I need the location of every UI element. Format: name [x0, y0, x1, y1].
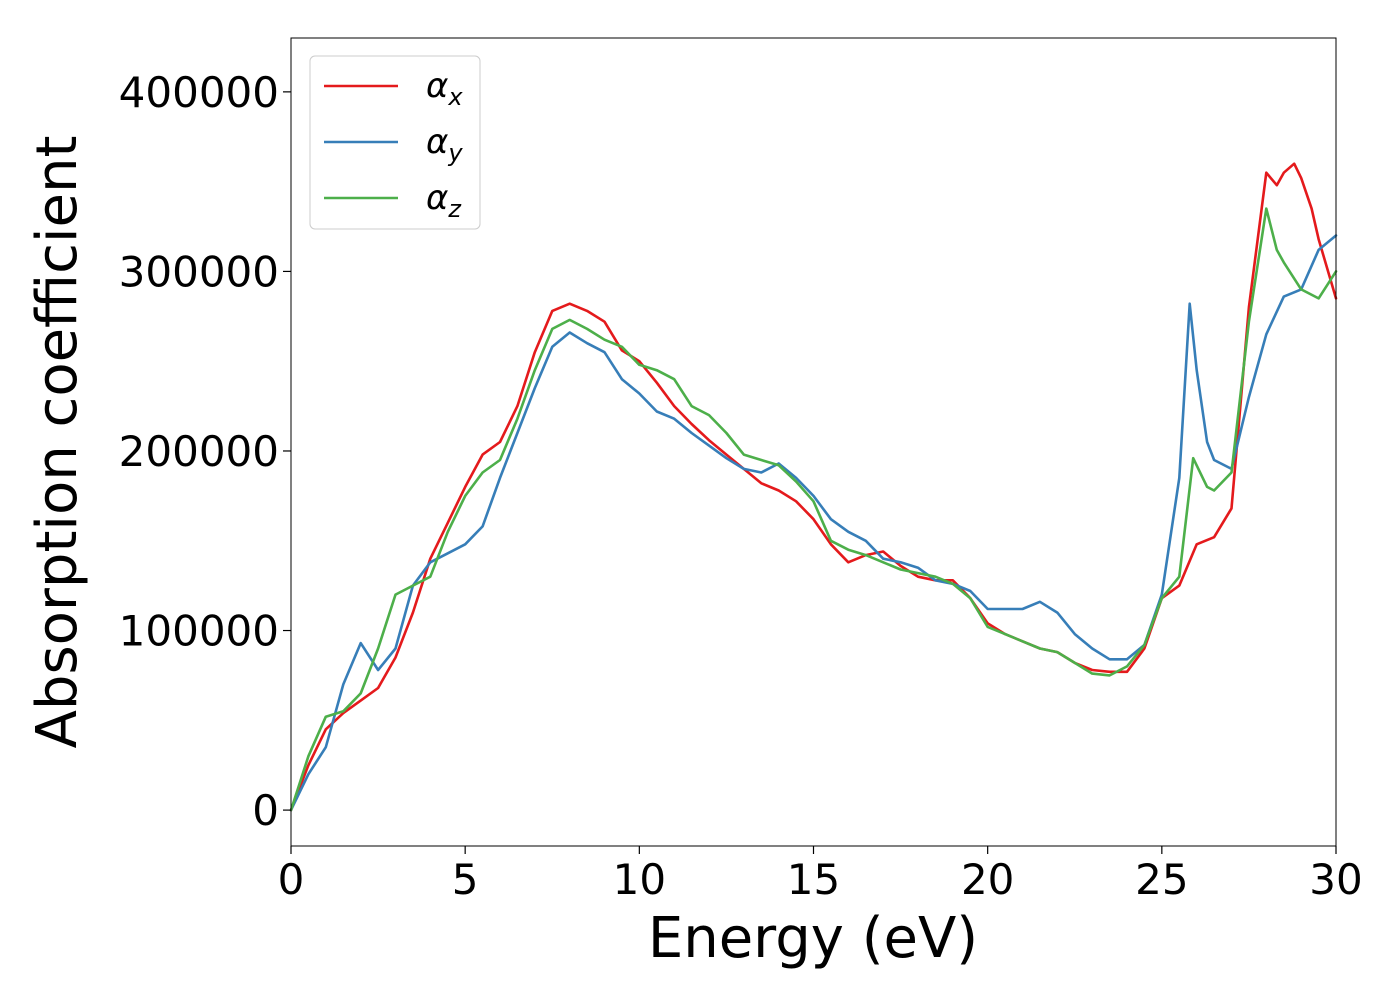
series-line-x	[289, 162, 1338, 812]
y-tick-label: 300000	[119, 247, 279, 296]
legend-label-y: αy	[426, 122, 463, 167]
x-tick-label: 15	[787, 855, 840, 904]
x-tick-label: 5	[452, 855, 479, 904]
series-line-y	[289, 234, 1338, 812]
x-tick-label: 30	[1309, 855, 1362, 904]
series-layer	[289, 162, 1338, 812]
y-axis: 0 100000 200000 300000 400000	[119, 68, 291, 835]
x-axis-title: Energy (eV)	[648, 906, 978, 971]
y-tick-label: 200000	[119, 427, 279, 476]
x-tick-label: 20	[961, 855, 1014, 904]
legend: αx αy αz	[309, 55, 481, 230]
x-axis: 0 5 10 15 20 25 30	[278, 846, 1363, 904]
legend-label-x: αx	[426, 66, 463, 111]
series-line-z	[289, 207, 1338, 812]
y-tick-label: 400000	[119, 68, 279, 117]
y-axis-title: Absorption coefficient	[25, 136, 90, 749]
y-tick-label: 0	[252, 786, 279, 835]
y-tick-label: 100000	[119, 607, 279, 656]
x-tick-label: 0	[278, 855, 305, 904]
legend-label-z: αz	[426, 178, 462, 223]
x-tick-label: 10	[613, 855, 666, 904]
x-tick-label: 25	[1135, 855, 1188, 904]
